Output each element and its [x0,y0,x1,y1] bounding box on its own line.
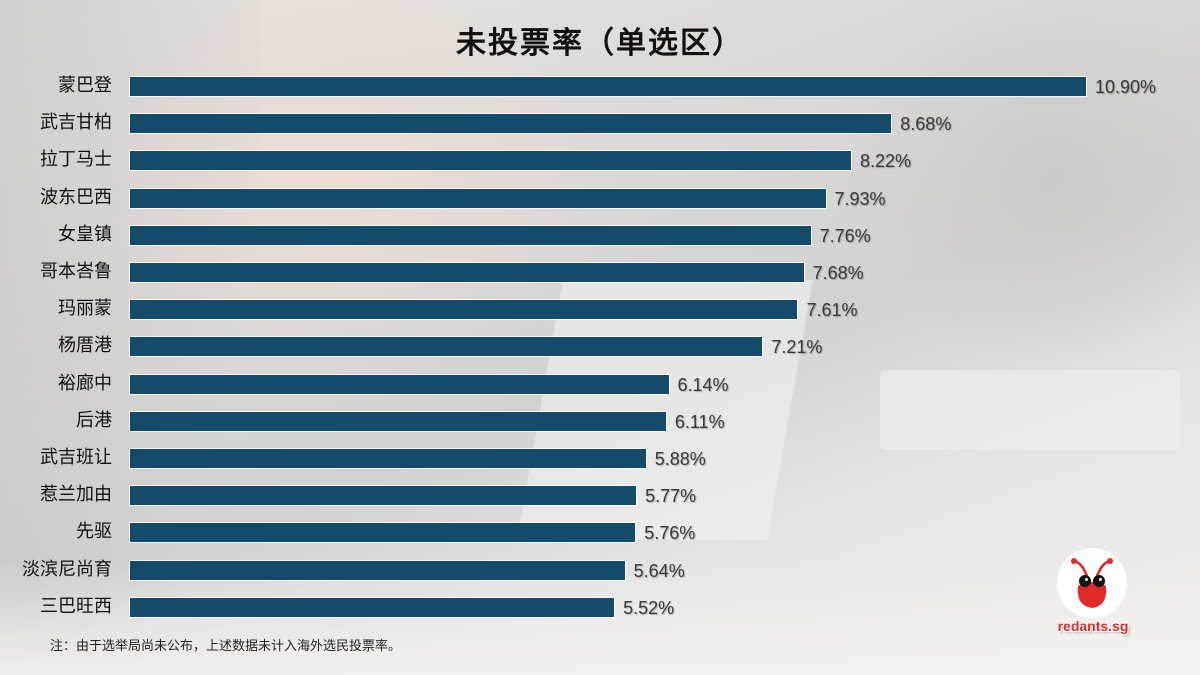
bar-row: 女皇镇 7.76% [0,223,1200,246]
bar-row: 先驱 5.76% [0,521,1200,544]
category-label: 拉丁马士 [40,149,112,171]
value-label: 7.21% [771,337,823,358]
category-label: 三巴旺西 [40,595,112,617]
bar [130,151,851,171]
bar-row: 后港 6.11% [0,409,1200,432]
bar-row: 裕廊中 6.14% [0,372,1200,395]
value-label: 5.64% [633,560,685,581]
bar [130,597,615,617]
category-label: 女皇镇 [58,223,112,245]
bar-row: 拉丁马士 8.22% [0,149,1200,172]
value-label: 7.76% [819,225,871,246]
bar [130,263,804,282]
category-label: 武吉甘柏 [40,112,112,134]
bar-row: 蒙巴登 10.90% [0,75,1200,98]
bar [130,337,763,357]
bar [130,300,798,320]
category-label: 武吉班让 [40,447,112,468]
category-label: 后港 [76,409,112,431]
value-label: 10.90% [1095,77,1157,97]
bar [130,114,892,134]
category-label: 杨厝港 [58,335,112,357]
value-label: 5.77% [645,486,697,507]
logo-circle [1057,548,1127,618]
bar-row: 三巴旺西 5.52% [0,595,1200,618]
bar-row: 武吉班让 5.88% [0,447,1200,470]
background-ballot-box [880,370,1180,450]
footnote: 注：由于选举局尚未公布，上述数据未计入海外选民投票率。 [50,639,402,654]
redants-logo: redants.sg [1055,548,1131,638]
value-label: 6.11% [674,411,725,432]
bar [130,225,811,245]
category-label: 玛丽蒙 [58,298,112,320]
bar [130,560,625,580]
bar [130,411,666,431]
bar-row: 淡滨尼尚育 5.64% [0,558,1200,581]
bar-row: 杨厝港 7.21% [0,335,1200,358]
bar-row: 玛丽蒙 7.61% [0,298,1200,321]
bar-row: 武吉甘柏 8.68% [0,112,1200,135]
value-label: 7.68% [812,263,864,283]
category-label: 淡滨尼尚育 [22,558,112,580]
category-label: 惹兰加由 [40,484,112,506]
bar [130,486,637,506]
chart-title: 未投票率（单选区） [456,26,744,61]
value-label: 5.88% [654,449,706,469]
value-label: 7.93% [834,188,886,209]
bar-row: 惹兰加由 5.77% [0,484,1200,507]
value-label: 6.14% [677,374,729,395]
category-label: 蒙巴登 [58,75,112,96]
value-label: 5.52% [623,597,675,618]
logo-text: redants.sg [1057,618,1129,634]
value-label: 8.22% [859,151,911,172]
value-label: 5.76% [644,523,696,544]
bar [130,523,636,543]
bar [130,188,826,208]
bar-row: 波东巴西 7.93% [0,186,1200,209]
bar [130,77,1086,96]
bar-row: 哥本峇鲁 7.68% [0,261,1200,284]
category-label: 先驱 [76,521,112,543]
category-label: 波东巴西 [40,186,112,208]
value-label: 7.61% [806,300,858,321]
category-label: 裕廊中 [58,372,112,394]
category-label: 哥本峇鲁 [40,261,112,282]
bar [130,449,646,468]
value-label: 8.68% [900,114,952,135]
ant-icon [1071,558,1113,608]
bar [130,374,669,394]
